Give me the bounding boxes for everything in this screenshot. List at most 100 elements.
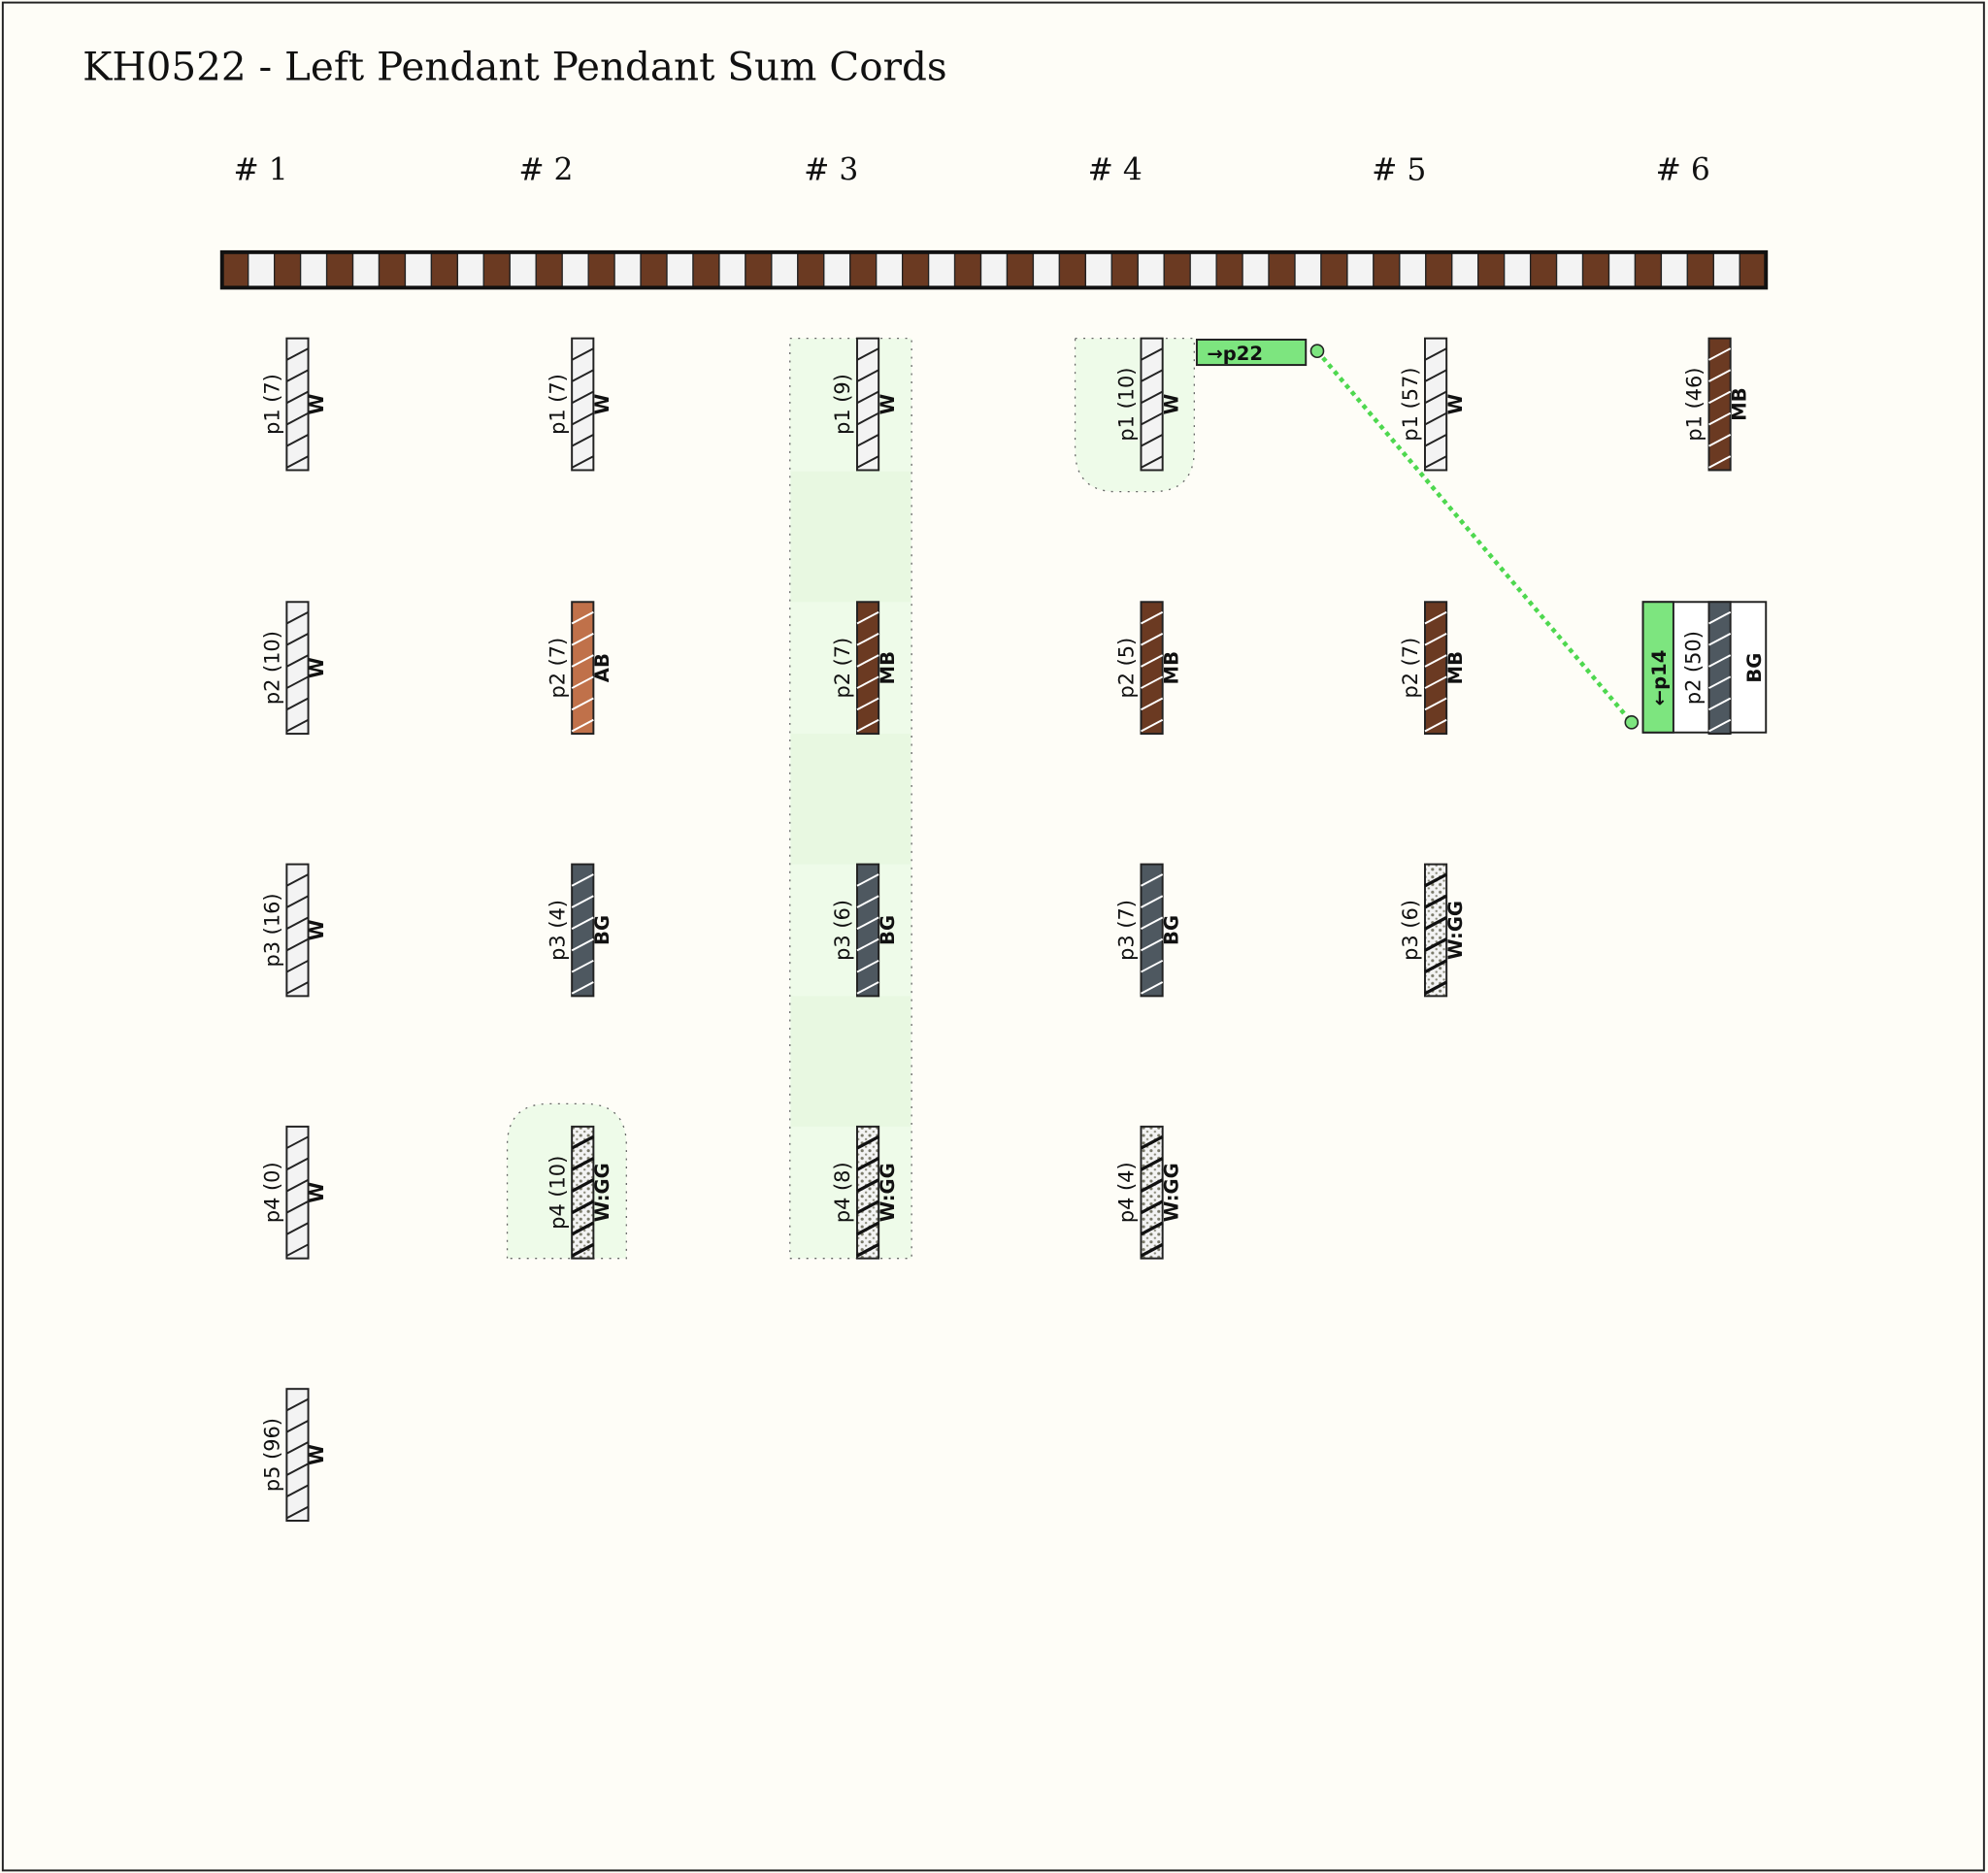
primary-cord-segment [1686,251,1714,289]
cord-label: p3 (6) [1399,900,1422,961]
cord-twist-stripe [1140,1221,1164,1236]
group-header: # 6 [1656,152,1710,187]
cord-twist-stripe [285,455,310,469]
cord-color-label: MB [1728,387,1750,420]
primary-cord-segment [771,251,799,289]
pendant-cord[interactable]: p2 (7) AB [546,601,613,736]
cord-label: p4 (10) [546,1156,569,1230]
primary-cord-segment [1346,251,1375,289]
cord-twist-stripe [1141,937,1164,952]
pendant-cord[interactable]: p2 (10) W [261,601,329,736]
cord-twist-stripe [1141,633,1164,646]
pendant-cord[interactable]: p3 (7) BG [1115,863,1183,998]
primary-cord-segment [299,251,328,289]
pendant-cord[interactable]: p4 (10) W:GG [546,1125,613,1260]
link-to-box [1195,338,1308,367]
cord-twist-stripe [285,981,310,995]
pendant-cord[interactable]: p5 (96) W [261,1388,329,1522]
primary-cord-segment [351,251,381,289]
primary-cord-segment [1189,251,1217,289]
cord-twist-stripe [1708,390,1732,405]
cord-twist-stripe [571,959,594,973]
primary-cord-segment [1006,251,1035,289]
primary-cord-segment [979,251,1009,289]
cord-label: p1 (9) [831,374,854,435]
primary-cord-segment [718,251,746,289]
primary-cord-segment [876,251,904,289]
cord-color-label: W [1160,394,1182,415]
cord-color-label: BG [877,915,899,945]
cord-twist-stripe [856,654,879,668]
pendant-cord[interactable]: p4 (4) W:GG [1115,1125,1183,1260]
cord-twist-stripe [571,1178,595,1193]
cord-twist-stripe [856,697,879,711]
cord-twist-stripe [285,1135,310,1149]
cord-label: p3 (16) [261,893,284,967]
primary-cord-segment [1581,251,1610,289]
cord-twist-stripe [1424,390,1447,405]
cord-color-label: W [1444,394,1467,415]
primary-cord-segment [1137,251,1165,289]
cord-twist-stripe [571,1157,595,1171]
primary-cord-outline [219,249,1769,290]
pendant-cord[interactable]: p4 (8) W:GG [831,1125,899,1260]
primary-cord-segment [953,251,982,289]
pendant-cord[interactable]: ←p14 p2 (50) BG [1641,601,1768,736]
cord-color-label: W [306,920,328,941]
primary-cord-segment [666,251,694,289]
pendant-cord[interactable]: p1 (7) W [261,337,329,472]
cord-twist-stripe [1140,1242,1164,1258]
primary-cord-segment [274,251,302,289]
cord-twist-stripe [285,1441,310,1455]
cord-twist-stripe [285,937,310,952]
cord-twist-stripe [1708,697,1732,711]
pendant-cord[interactable]: p1 (10) W →p22 [1115,337,1308,472]
primary-cord-segment [1320,251,1348,289]
pendant-cord[interactable]: p1 (46) MB [1683,337,1751,472]
cord-twist-stripe [856,959,879,973]
primary-cord-segment [1477,251,1506,289]
highlight-band [791,996,911,1127]
primary-cord-segment [613,251,642,289]
cord-twist-stripe [856,434,879,447]
pendant-cord[interactable]: p4 (0) W [261,1125,329,1260]
pendant-cord[interactable]: p2 (5) MB [1115,601,1183,736]
pendant-cord[interactable]: p1 (9) W [831,337,899,472]
cord-twist-stripe [1424,937,1447,952]
cord-label: p1 (57) [1399,368,1422,442]
pendant-cord[interactable]: p3 (6) W:GG [1399,863,1467,998]
link-endpoint-icon [1309,344,1325,359]
cord-twist-stripe [285,1222,310,1235]
cord-twist-stripe [1424,633,1447,646]
cord-twist-stripe [1424,718,1447,733]
cord-twist-stripe [1424,959,1447,974]
pendant-cord[interactable]: p3 (6) BG [831,863,899,998]
cord-twist-stripe [1424,411,1447,426]
cord-label: p2 (10) [261,631,284,705]
pendant-cord[interactable]: p2 (7) MB [1399,601,1467,736]
cord-twist-stripe [1141,959,1164,973]
cord-twist-stripe [856,1157,879,1171]
pendant-cord[interactable]: p3 (4) BG [546,863,613,998]
cord-color-label: MB [877,651,899,684]
cord-twist-stripe [1141,873,1164,887]
cord-twist-stripe [285,895,310,908]
cord-twist-stripe [285,697,310,711]
cord-twist-stripe [1708,610,1732,625]
primary-cord-segment [1451,251,1479,289]
pendant-cord[interactable]: p3 (16) W [261,863,329,998]
cord-twist-stripe [1141,654,1164,668]
primary-cord-segment [849,251,878,289]
cord-twist-stripe [1424,697,1447,711]
highlight-band [791,471,911,603]
cord-color-label: AB [591,653,613,682]
cord-label: p2 (5) [1115,638,1139,699]
pendant-cord[interactable]: p2 (7) MB [831,601,899,736]
pendant-cord[interactable]: p1 (57) W [1399,337,1467,472]
primary-cord-segment [640,251,668,289]
pendant-cord[interactable]: p1 (7) W [546,337,613,472]
cord-label: p1 (7) [546,374,569,435]
cord-twist-stripe [856,873,879,887]
primary-cord-segment [797,251,825,289]
